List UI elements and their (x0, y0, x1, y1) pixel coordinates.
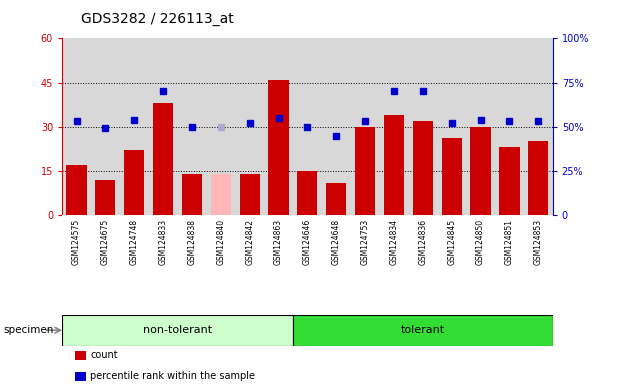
Text: percentile rank within the sample: percentile rank within the sample (90, 371, 255, 381)
Bar (182, 174, 202, 215)
Bar (528, 141, 548, 215)
Text: GDS3282 / 226113_at: GDS3282 / 226113_at (81, 12, 233, 25)
Text: GSM124838: GSM124838 (188, 219, 196, 265)
Bar (471, 127, 491, 215)
Bar (153, 103, 173, 215)
Text: GSM124575: GSM124575 (72, 219, 81, 265)
Bar (384, 115, 404, 215)
Text: GSM124748: GSM124748 (130, 219, 138, 265)
Bar (297, 171, 317, 215)
Text: GSM124845: GSM124845 (447, 219, 456, 265)
Text: GSM124851: GSM124851 (505, 219, 514, 265)
Bar (268, 79, 289, 215)
Bar (211, 174, 231, 215)
Bar (442, 139, 462, 215)
Text: count: count (90, 350, 117, 360)
Bar (240, 174, 260, 215)
Text: GSM124840: GSM124840 (216, 219, 225, 265)
Text: tolerant: tolerant (401, 325, 445, 335)
Text: GSM124833: GSM124833 (158, 219, 168, 265)
Bar (413, 121, 433, 215)
Text: GSM124850: GSM124850 (476, 219, 485, 265)
Text: specimen: specimen (3, 325, 53, 335)
Bar (326, 183, 347, 215)
Text: GSM124863: GSM124863 (274, 219, 283, 265)
Bar (499, 147, 520, 215)
Bar (124, 150, 144, 215)
Bar (62, 315, 293, 346)
Text: GSM124675: GSM124675 (101, 219, 110, 265)
Text: GSM124753: GSM124753 (361, 219, 369, 265)
Text: GSM124853: GSM124853 (534, 219, 543, 265)
Text: GSM124834: GSM124834 (389, 219, 399, 265)
Text: GSM124646: GSM124646 (303, 219, 312, 265)
Text: non-tolerant: non-tolerant (143, 325, 212, 335)
Bar (66, 165, 86, 215)
Bar (293, 315, 553, 346)
Text: GSM124648: GSM124648 (332, 219, 341, 265)
Text: GSM124842: GSM124842 (245, 219, 254, 265)
Text: GSM124836: GSM124836 (419, 219, 427, 265)
Bar (355, 127, 375, 215)
Bar (95, 180, 116, 215)
